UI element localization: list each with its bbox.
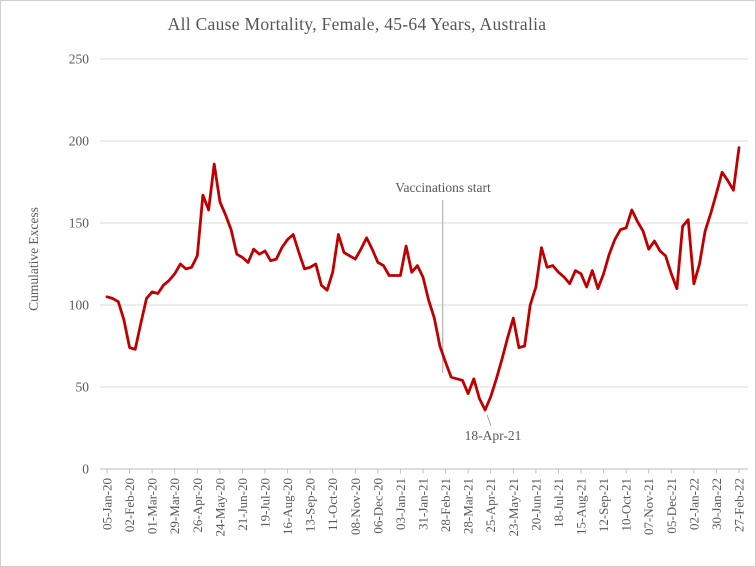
- x-tick-label: 18-Jul-21: [551, 478, 566, 528]
- x-tick-label: 31-Jan-21: [416, 478, 431, 530]
- x-tick-label: 27-Feb-22: [732, 478, 747, 532]
- minimum-callout-line: [486, 414, 492, 427]
- x-tick-label: 25-Apr-21: [483, 478, 498, 533]
- x-tick-label: 05-Jan-20: [100, 478, 115, 530]
- x-tick-label: 02-Jan-22: [686, 478, 701, 530]
- y-tick-label: 250: [69, 52, 90, 67]
- x-tick-label: 10-Oct-21: [619, 478, 634, 531]
- annotation-vaccinations-start: Vaccinations start: [395, 180, 491, 195]
- x-tick-label: 13-Sep-20: [303, 478, 318, 532]
- x-tick-label: 15-Aug-21: [574, 478, 589, 535]
- x-tick-label: 28-Mar-21: [461, 478, 476, 534]
- x-tick-label: 02-Feb-20: [122, 478, 137, 532]
- y-tick-label: 150: [69, 216, 90, 231]
- x-tick-label: 11-Oct-20: [325, 478, 340, 531]
- x-tick-label: 06-Dec-20: [370, 478, 385, 534]
- x-tick-label: 16-Aug-20: [280, 478, 295, 535]
- x-tick-label: 01-Mar-20: [145, 478, 160, 534]
- x-tick-label: 23-May-21: [506, 478, 521, 537]
- y-axis-title: Cumulative Excess: [26, 207, 41, 311]
- x-tick-label: 20-Jun-21: [528, 478, 543, 531]
- y-tick-label: 200: [69, 134, 90, 149]
- x-tick-label: 29-Mar-20: [167, 478, 182, 534]
- x-tick-label: 21-Jun-20: [235, 478, 250, 531]
- x-tick-label: 07-Nov-21: [641, 478, 656, 535]
- x-tick-label: 08-Nov-20: [348, 478, 363, 535]
- chart-title: All Cause Mortality, Female, 45-64 Years…: [167, 14, 547, 34]
- y-tick-label: 100: [69, 298, 90, 313]
- x-tick-label: 30-Jan-22: [709, 478, 724, 530]
- x-tick-label: 28-Feb-21: [438, 478, 453, 532]
- x-tick-label: 26-Apr-20: [190, 478, 205, 533]
- x-tick-label: 19-Jul-20: [258, 478, 273, 528]
- y-tick-label: 0: [82, 462, 89, 477]
- mortality-series-line: [105, 146, 741, 412]
- x-tick-label: 03-Jan-21: [393, 478, 408, 530]
- x-tick-label: 12-Sep-21: [596, 478, 611, 532]
- y-tick-label: 50: [76, 380, 90, 395]
- x-tick-label: 05-Dec-21: [664, 478, 679, 534]
- annotation-minimum-date: 18-Apr-21: [464, 428, 522, 443]
- x-tick-label: 24-May-20: [212, 478, 227, 537]
